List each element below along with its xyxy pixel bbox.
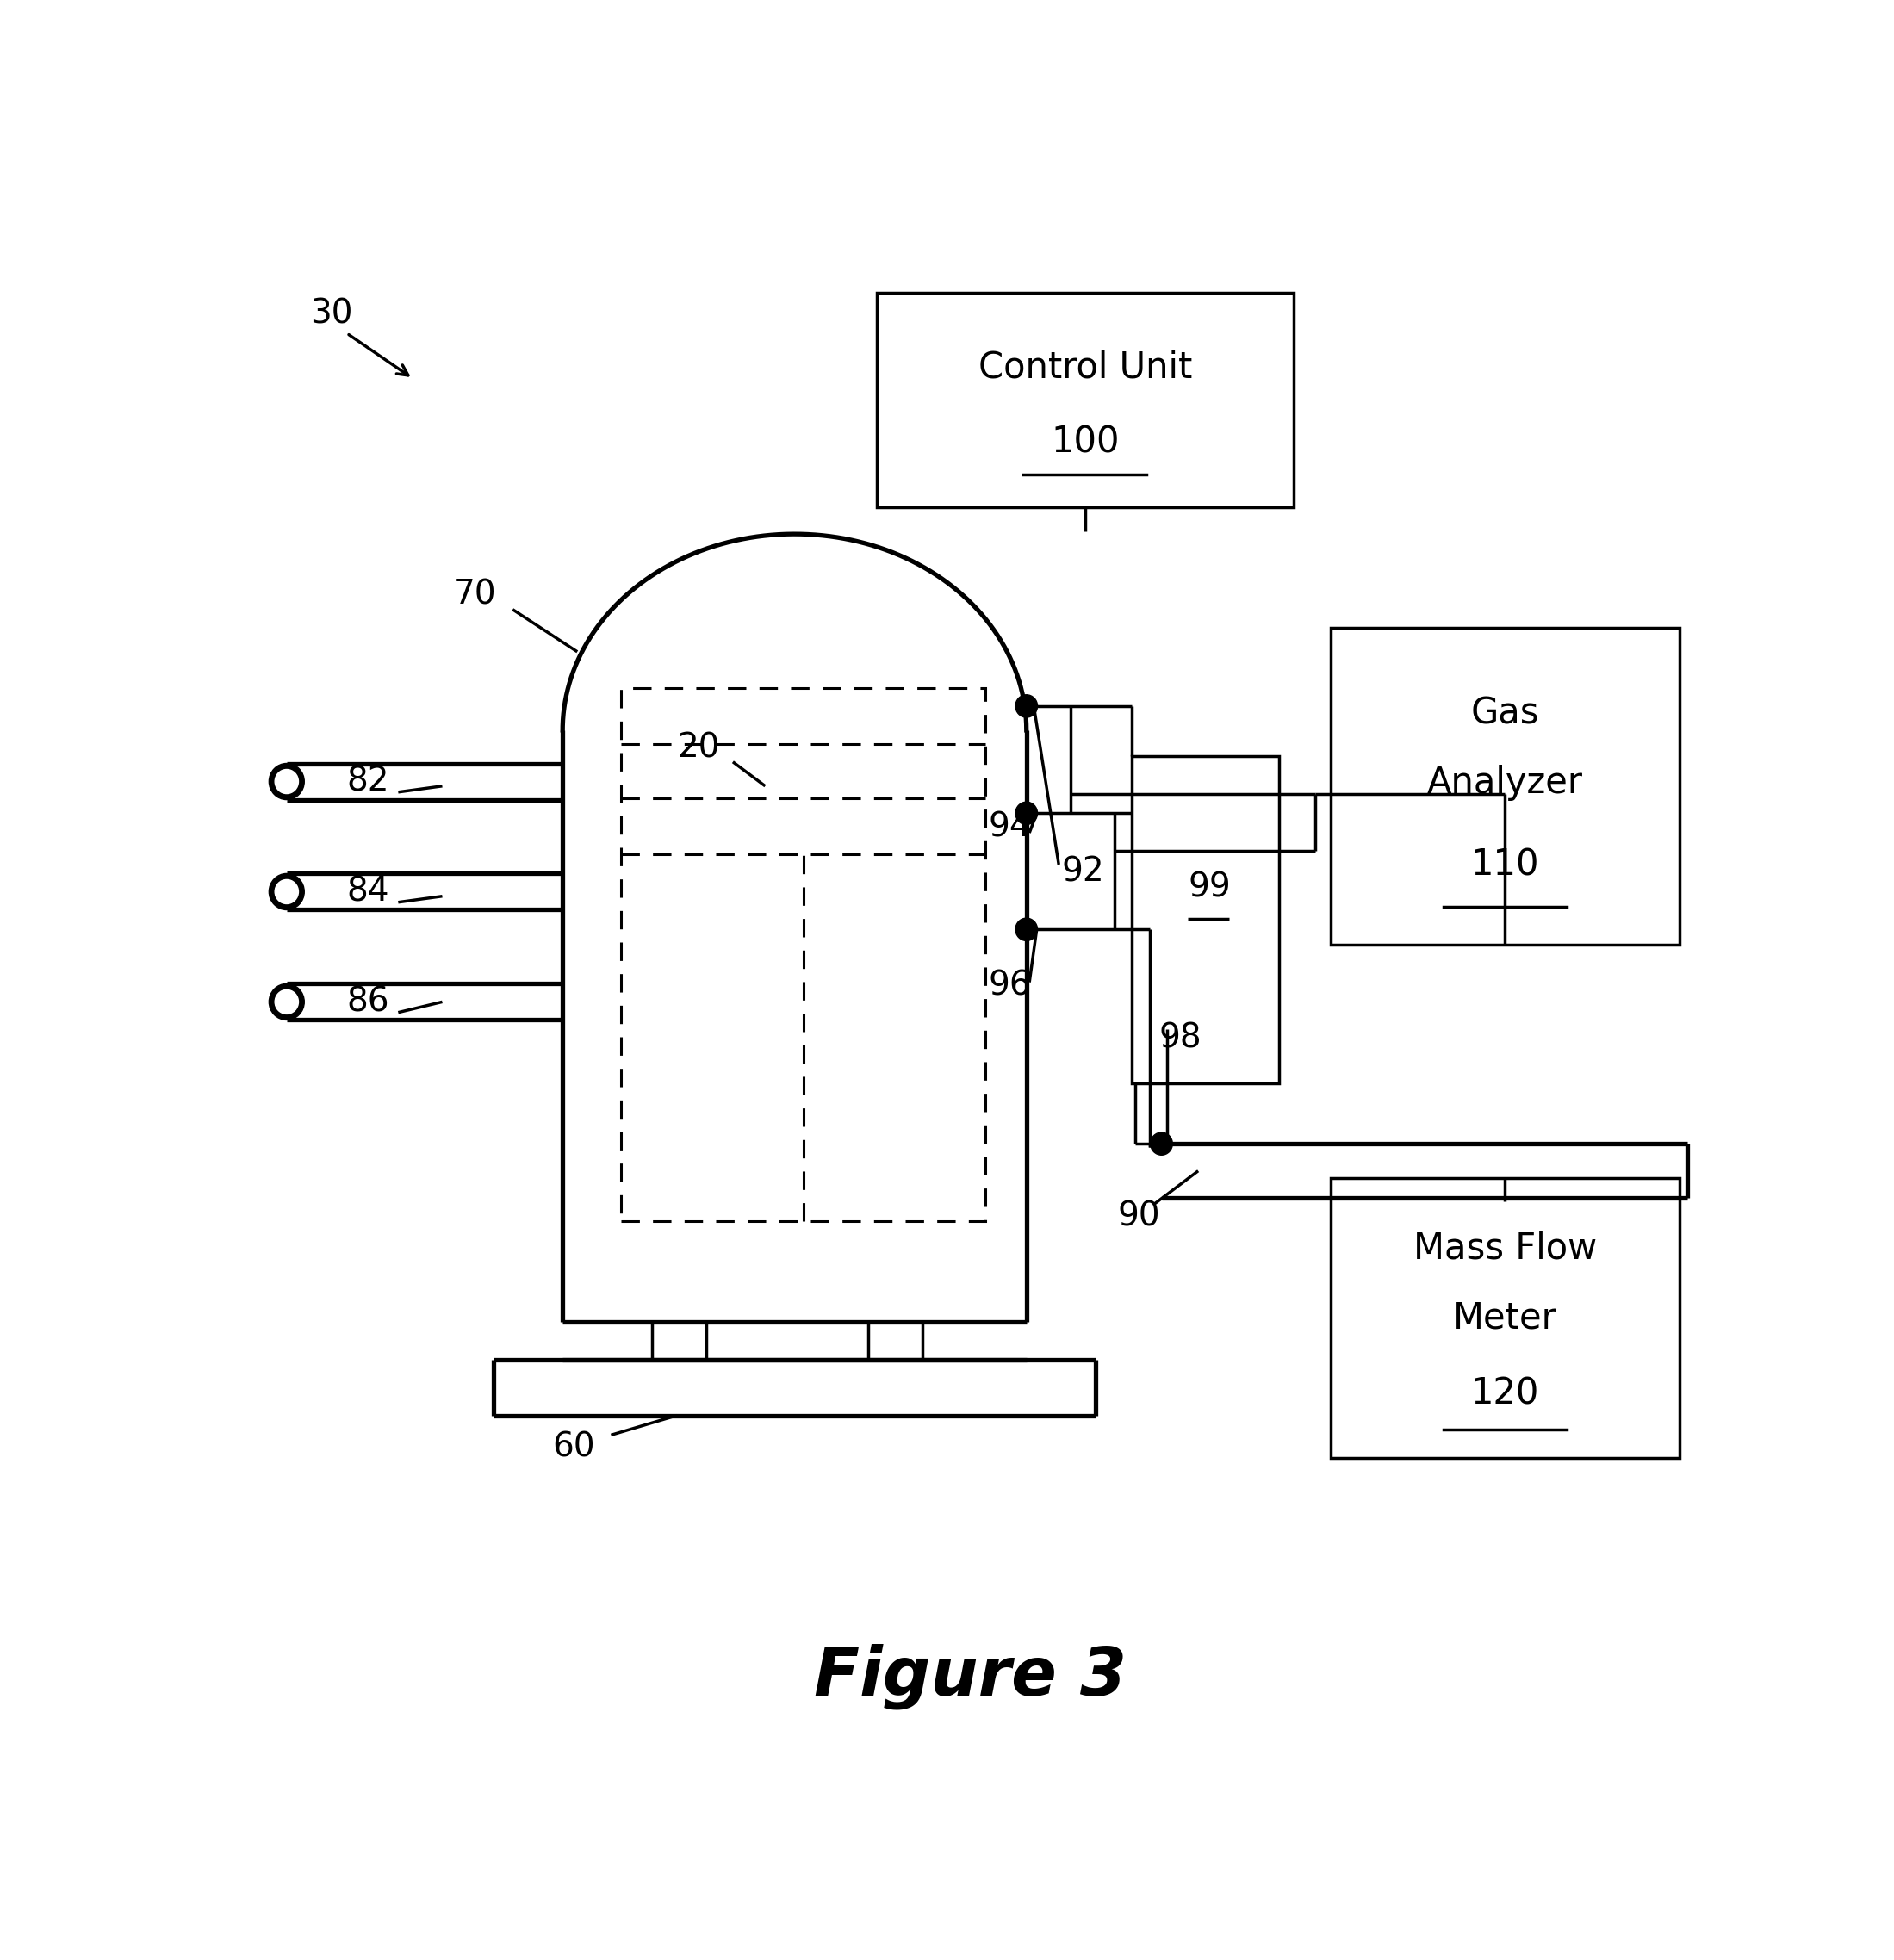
Text: 86: 86	[347, 986, 390, 1019]
Bar	[1330, 627, 1680, 945]
Text: 98: 98	[1159, 1021, 1201, 1054]
Circle shape	[275, 990, 299, 1013]
Text: Gas: Gas	[1472, 696, 1540, 731]
Text: Figure 3: Figure 3	[814, 1644, 1127, 1709]
Text: Meter: Meter	[1453, 1299, 1557, 1337]
Circle shape	[269, 874, 305, 909]
Circle shape	[1150, 1133, 1172, 1154]
Bar	[621, 688, 985, 1221]
Bar	[877, 292, 1294, 508]
Bar	[1133, 757, 1278, 1084]
Text: 82: 82	[347, 764, 390, 798]
Circle shape	[1015, 917, 1038, 941]
Text: 99: 99	[1188, 870, 1231, 904]
Circle shape	[269, 764, 305, 800]
Circle shape	[1015, 694, 1038, 717]
Text: 70: 70	[455, 578, 496, 612]
Text: 30: 30	[311, 298, 352, 329]
Circle shape	[1015, 802, 1038, 825]
Circle shape	[275, 880, 299, 904]
Text: 90: 90	[1117, 1200, 1161, 1233]
Text: 92: 92	[1063, 857, 1104, 888]
Text: Mass Flow: Mass Flow	[1413, 1231, 1597, 1266]
Text: Control Unit: Control Unit	[977, 349, 1191, 386]
Text: 100: 100	[1051, 425, 1119, 461]
Text: 20: 20	[678, 731, 720, 764]
Bar	[1330, 1178, 1680, 1458]
Text: Analyzer: Analyzer	[1426, 764, 1583, 802]
Circle shape	[269, 984, 305, 1019]
Text: 110: 110	[1472, 847, 1540, 884]
Circle shape	[275, 770, 299, 794]
Text: 60: 60	[553, 1431, 595, 1464]
Text: 94: 94	[989, 809, 1030, 843]
Text: 120: 120	[1472, 1376, 1540, 1411]
Text: 84: 84	[347, 876, 390, 907]
Text: 96: 96	[989, 968, 1030, 1002]
